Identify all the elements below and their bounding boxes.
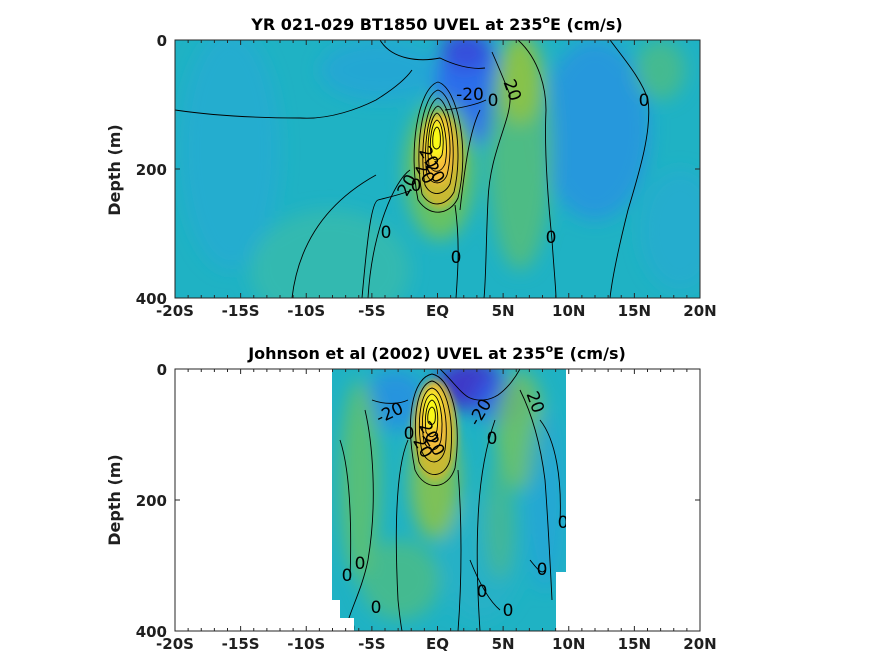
x-tick-label: -5S	[358, 302, 385, 320]
contour-label: -20	[456, 85, 484, 105]
bottom-panel-title: Johnson et al (2002) UVEL at 235oE (cm/s…	[247, 342, 626, 363]
contour-label: 0	[404, 424, 415, 444]
x-tick-label: 5N	[492, 635, 515, 653]
y-tick-label: 400	[136, 623, 167, 641]
top-axes: -20S -15S -10S -5S EQ 5N 10N 15N 20N 0 200 400	[136, 32, 717, 320]
x-tick-label: 10N	[552, 635, 585, 653]
y-tick-label: 0	[157, 32, 167, 50]
contour-label: 0	[558, 513, 569, 533]
x-tick-label: EQ	[426, 635, 449, 653]
x-tick-label: 20N	[683, 302, 716, 320]
bottom-y-axis-label: Depth (m)	[105, 454, 124, 546]
bottom-axes: -20S -15S -10S -5S EQ 5N 10N 15N 20N 0 200 400	[136, 361, 717, 653]
x-tick-label: 5N	[492, 302, 515, 320]
bottom-heatmap: -20 -20 20 0 0 0 0 0 0 0 0 0 0 20 20 20	[332, 369, 569, 631]
contour-label: 0	[488, 91, 499, 111]
x-tick-label: 15N	[618, 302, 651, 320]
x-tick-label: -20S	[156, 302, 194, 320]
top-panel-title: YR 021-029 BT1850 UVEL at 235oE (cm/s)	[250, 13, 622, 34]
x-tick-label: 15N	[618, 635, 651, 653]
contour-label: 0	[477, 582, 488, 602]
contour-label: 0	[487, 429, 498, 449]
x-tick-label: 20N	[683, 635, 716, 653]
top-y-axis-label: Depth (m)	[105, 124, 124, 216]
missing-data-mask	[556, 572, 566, 631]
y-tick-label: 0	[157, 361, 167, 379]
missing-data-mask	[332, 600, 340, 631]
x-tick-label: -10S	[287, 302, 325, 320]
top-panel: YR 021-029 BT1850 UVEL at 235oE (cm/s)	[105, 13, 717, 320]
contour-label: 0	[355, 554, 366, 574]
y-tick-label: 200	[136, 492, 167, 510]
bottom-contours	[339, 369, 561, 631]
x-tick-label: -15S	[222, 635, 260, 653]
x-tick-label: -15S	[222, 302, 260, 320]
contour-label: 0	[342, 566, 353, 586]
x-tick-label: 10N	[552, 302, 585, 320]
contour-label: 0	[451, 248, 462, 268]
x-tick-label: EQ	[426, 302, 449, 320]
y-tick-label: 200	[136, 161, 167, 179]
x-tick-label: -20S	[156, 635, 194, 653]
top-heatmap: -20 20 0 0 0 0 0 0 20 20 20 20	[175, 40, 700, 298]
contour-label: 0	[371, 598, 382, 618]
contour-label: 0	[639, 91, 650, 111]
y-tick-label: 400	[136, 290, 167, 308]
x-tick-label: -10S	[287, 635, 325, 653]
contour-label: 0	[381, 223, 392, 243]
x-tick-label: -5S	[358, 635, 385, 653]
contour-label: 0	[503, 601, 514, 621]
top-contours	[175, 40, 650, 298]
missing-data-mask	[340, 618, 354, 631]
bottom-panel: Johnson et al (2002) UVEL at 235oE (cm/s…	[105, 342, 717, 653]
contour-label: 0	[546, 228, 557, 248]
contour-label: 0	[537, 560, 548, 580]
contour-label: 0	[411, 176, 422, 196]
